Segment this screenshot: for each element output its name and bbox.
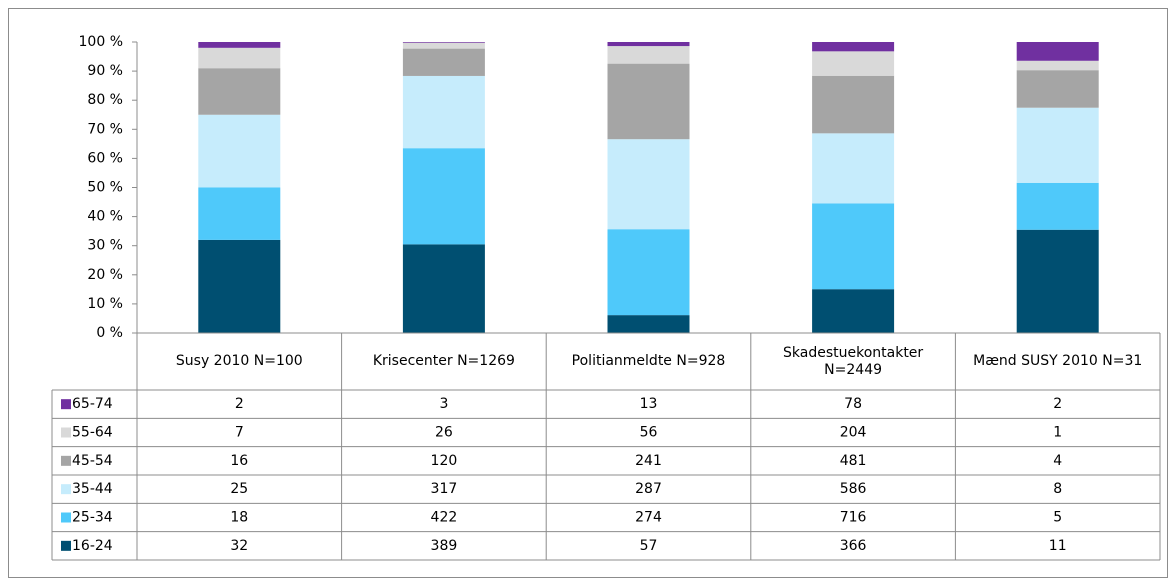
- bar-segment: [402, 42, 485, 49]
- table-value: 204: [840, 425, 867, 441]
- table-value: 287: [635, 481, 662, 497]
- bar-segment: [198, 114, 281, 188]
- y-tick-label: 60 %: [87, 150, 123, 166]
- table-value: 317: [431, 481, 458, 497]
- bar-segment: [402, 48, 485, 76]
- table-value: 7: [235, 425, 244, 441]
- y-tick-label: 10 %: [87, 296, 123, 312]
- legend-label: 55-64: [72, 425, 113, 441]
- table-value: 1: [1053, 425, 1062, 441]
- category-label: Susy 2010 N=100: [175, 353, 303, 369]
- bar-segment: [607, 229, 690, 316]
- table-value: 422: [431, 510, 458, 526]
- y-tick-label: 30 %: [87, 238, 123, 254]
- table-value: 3: [439, 396, 448, 412]
- table-value: 120: [431, 453, 458, 469]
- table-value: 481: [840, 453, 867, 469]
- table-value: 11: [1049, 538, 1067, 554]
- table-value: 586: [840, 481, 867, 497]
- table-value: 274: [635, 510, 662, 526]
- table-value: 241: [635, 453, 662, 469]
- table-value: 4: [1053, 453, 1062, 469]
- bar-segment: [607, 139, 690, 230]
- table-value: 57: [640, 538, 658, 554]
- bar-segment: [198, 68, 281, 115]
- table-value: 2: [1053, 396, 1062, 412]
- y-tick-label: 80 %: [87, 92, 123, 108]
- bar-segment: [812, 42, 895, 52]
- table-value: 32: [230, 538, 248, 554]
- bar-segment: [402, 75, 485, 149]
- legend-swatch: [61, 399, 71, 410]
- table-value: 18: [230, 510, 248, 526]
- bar-segment: [812, 51, 895, 76]
- bar-segment: [198, 187, 281, 240]
- bar-segment: [198, 239, 281, 333]
- bar-segment: [812, 203, 895, 290]
- y-tick-label: 50 %: [87, 180, 123, 196]
- legend-label: 65-74: [72, 396, 113, 412]
- legend-label: 45-54: [72, 453, 113, 469]
- legend-swatch: [61, 484, 71, 495]
- y-tick-label: 0 %: [96, 325, 123, 341]
- table-value: 25: [230, 481, 248, 497]
- table-value: 26: [435, 425, 453, 441]
- bar-segment: [1016, 70, 1099, 108]
- category-label: Mænd SUSY 2010 N=31: [973, 353, 1143, 369]
- bar-segment: [607, 42, 690, 47]
- bar-segment: [812, 133, 895, 204]
- bar-segment: [1016, 42, 1099, 61]
- legend-swatch: [61, 512, 71, 523]
- legend-swatch: [61, 455, 71, 466]
- table-value: 5: [1053, 510, 1062, 526]
- category-label: Skadestuekontakter N=2449: [783, 344, 924, 378]
- bar-segment: [1016, 60, 1099, 71]
- legend-label: 16-24: [72, 538, 113, 554]
- table-value: 716: [840, 510, 867, 526]
- y-tick-label: 20 %: [87, 267, 123, 283]
- legend-swatch: [61, 540, 71, 551]
- bar-segment: [402, 148, 485, 245]
- legend-label: 25-34: [72, 510, 113, 526]
- legend-swatch: [61, 427, 71, 438]
- bar-segment: [1016, 229, 1099, 333]
- bar-segment: [198, 42, 281, 48]
- y-tick-label: 90 %: [87, 63, 123, 79]
- category-label: Krisecenter N=1269: [372, 353, 515, 369]
- bar-segment: [607, 315, 690, 333]
- bar-segment: [198, 47, 281, 69]
- category-label: Politianmeldte N=928: [571, 353, 726, 369]
- table-value: 16: [230, 453, 248, 469]
- y-tick-label: 40 %: [87, 209, 123, 225]
- y-tick-label: 70 %: [87, 121, 123, 137]
- bar-segment: [812, 289, 895, 333]
- bar-segment: [1016, 107, 1099, 183]
- table-value: 2: [235, 396, 244, 412]
- bar-segment: [812, 75, 895, 134]
- table-value: 56: [640, 425, 658, 441]
- bar-segment: [607, 63, 690, 140]
- table-value: 389: [431, 538, 458, 554]
- bar-segment: [402, 244, 485, 333]
- table-value: 8: [1053, 481, 1062, 497]
- y-tick-label: 100 %: [79, 34, 123, 50]
- table-value: 78: [844, 396, 862, 412]
- legend-label: 35-44: [72, 481, 113, 497]
- table-value: 13: [640, 396, 658, 412]
- chart-border: [8, 8, 1168, 578]
- bar-segment: [1016, 182, 1099, 230]
- bar-segment: [402, 42, 485, 43]
- table-value: 366: [840, 538, 867, 554]
- bar-segment: [607, 46, 690, 64]
